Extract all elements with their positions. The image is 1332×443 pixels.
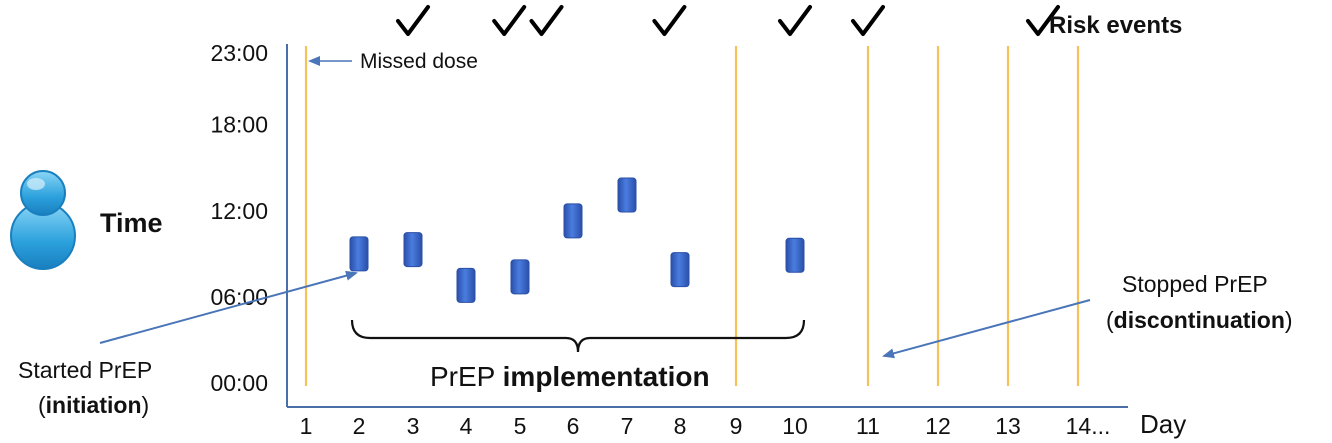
y-tick-label: 00:00 — [210, 370, 268, 396]
initiation-word: initiation — [46, 392, 142, 418]
y-axis-label: Time — [100, 208, 163, 238]
x-tick-label: 8 — [674, 413, 687, 439]
risk-event-check — [492, 5, 527, 36]
x-tick-label: 11 — [856, 413, 880, 439]
y-tick-label: 12:00 — [210, 198, 268, 224]
x-tick-labels: 1 2 3 4 5 6 7 8 9 10 11 12 13 14... — [300, 413, 1111, 439]
risk-event-check — [652, 5, 687, 36]
stopped-arrow — [882, 299, 1091, 359]
x-tick-label: 13 — [995, 413, 1021, 439]
x-tick-label: 3 — [407, 413, 420, 439]
dose-markers — [349, 177, 805, 303]
risk-event-check — [396, 5, 430, 36]
implementation-brace — [350, 319, 806, 353]
started-label: Started PrEP — [18, 357, 152, 383]
y-tick-label: 18:00 — [210, 112, 268, 138]
x-tick-label: 6 — [567, 413, 580, 439]
person-icon — [10, 170, 76, 270]
x-tick-label: 4 — [460, 413, 473, 439]
discontinuation-label: (discontinuation) — [1106, 307, 1293, 333]
dose-marker — [785, 237, 805, 273]
dose-marker — [403, 232, 423, 268]
x-tick-label: 5 — [514, 413, 527, 439]
risk-events-label: Risk events — [1049, 12, 1182, 39]
x-tick-label: 1 — [300, 413, 313, 439]
started-arrow — [99, 270, 358, 344]
x-tick-label: 12 — [925, 413, 951, 439]
implementation-label: PrEP implementation — [430, 361, 710, 392]
implementation-word: implementation — [503, 361, 710, 392]
dose-marker — [617, 177, 637, 213]
y-tick-label: 23:00 — [210, 40, 268, 66]
implementation-prefix: PrEP — [430, 361, 495, 392]
y-tick-label: 06:00 — [210, 284, 268, 310]
initiation-label: (initiation) — [38, 392, 149, 418]
x-tick-label: 14... — [1066, 413, 1111, 439]
dose-marker — [349, 236, 369, 272]
x-tick-label: 9 — [730, 413, 743, 439]
risk-event-check — [851, 5, 885, 36]
discontinuation-word: discontinuation — [1114, 307, 1285, 333]
x-tick-label: 7 — [621, 413, 634, 439]
risk-event-check — [529, 5, 564, 36]
stopped-label: Stopped PrEP — [1122, 271, 1268, 297]
dose-marker — [456, 267, 476, 303]
y-tick-labels: 00:00 06:00 12:00 18:00 23:00 — [210, 40, 268, 396]
dose-marker — [563, 203, 583, 239]
missed-dose-label: Missed dose — [360, 50, 478, 73]
x-tick-label: 2 — [353, 413, 366, 439]
risk-event-check — [778, 5, 812, 36]
risk-event-marks — [396, 5, 1060, 36]
risk-event-check — [1026, 5, 1060, 36]
x-tick-label: 10 — [782, 413, 808, 439]
missed-dose-lines — [304, 46, 1080, 386]
dose-marker — [510, 259, 530, 295]
dose-marker — [670, 252, 690, 288]
x-axis-label: Day — [1140, 409, 1186, 439]
